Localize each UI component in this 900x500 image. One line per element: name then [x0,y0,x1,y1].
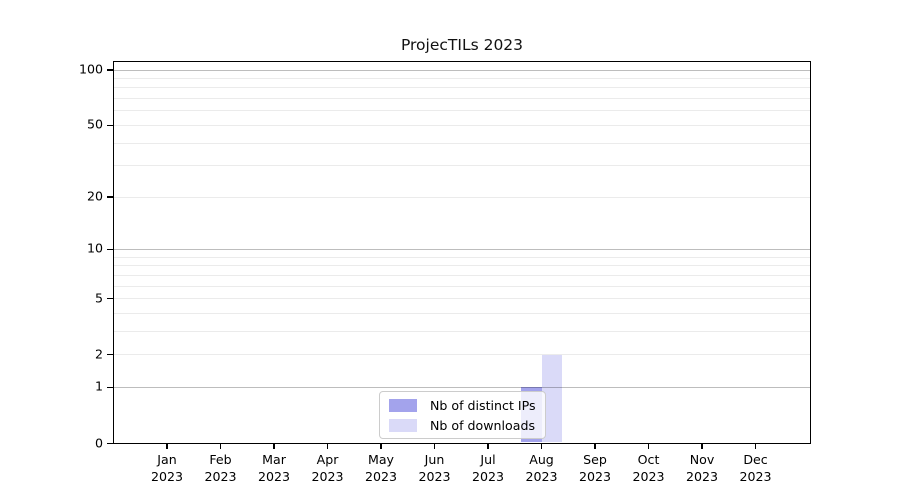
x-tick-label: Jun 2023 [418,452,451,484]
legend-swatch-downloads [389,418,417,432]
x-tick-mark [433,443,436,449]
x-tick-label: Nov 2023 [685,452,719,484]
x-tick-label: May 2023 [364,452,398,484]
x-tick-label: Dec 2023 [739,452,772,484]
y-tick-mark [107,386,113,389]
y-tick-label: 5 [94,290,103,306]
y-tick-mark [107,124,113,127]
y-gridline-minor [114,110,810,112]
x-tick-mark [219,443,222,449]
y-gridline-minor [114,124,810,126]
x-tick-mark [701,443,703,449]
x-tick-mark [754,443,757,449]
y-tick-label: 10 [86,241,103,257]
x-tick-label: Sep 2023 [578,452,612,484]
y-tick-label: 100 [78,61,103,77]
y-gridline-minor [114,354,810,356]
y-gridline-major [114,386,810,388]
legend-label-distinct-ips: Nb of distinct IPs [430,397,536,413]
y-tick-mark [107,69,113,71]
y-tick-mark [107,248,113,251]
y-gridline-minor [114,98,810,100]
y-tick-label: 1 [94,379,103,395]
y-gridline-minor [114,285,810,287]
y-gridline-minor [114,298,810,300]
x-tick-mark [166,443,168,449]
y-tick-label: 20 [86,188,103,204]
legend-item-distinct-ips: Nb of distinct IPs [389,396,536,414]
x-tick-mark [380,443,382,449]
y-gridline-minor [114,78,810,80]
y-gridline-major [114,248,810,250]
y-tick-mark [107,196,113,198]
x-tick-label: Oct 2023 [632,452,665,484]
y-gridline-minor [114,256,810,258]
x-tick-mark [487,443,489,449]
y-tick-mark [107,442,113,445]
x-tick-label: Jul 2023 [471,452,505,484]
legend-swatch-distinct-ips [389,398,417,412]
y-gridline-minor [114,312,810,314]
x-tick-label: Apr 2023 [311,452,344,484]
y-gridline-minor [114,196,810,198]
legend-label-downloads: Nb of downloads [430,417,536,433]
x-tick-label: Aug 2023 [525,452,558,484]
y-gridline-major [114,69,810,71]
x-tick-label: Jan 2023 [150,452,184,484]
x-tick-mark [326,443,329,449]
x-tick-mark [273,443,275,449]
legend-item-downloads: Nb of downloads [389,416,536,434]
bar-nb-of-downloads [541,354,562,443]
y-tick-label: 0 [94,435,103,451]
x-tick-mark [594,443,596,449]
y-gridline-minor [114,265,810,267]
y-tick-mark [107,297,113,300]
y-gridline-minor [114,274,810,276]
y-gridline-minor [114,142,810,144]
x-tick-mark [540,443,543,449]
legend: Nb of distinct IPs Nb of downloads [379,391,546,439]
y-tick-label: 50 [86,117,103,133]
y-gridline-minor [114,87,810,89]
x-tick-label: Mar 2023 [257,452,291,484]
y-tick-mark [107,353,113,356]
y-tick-label: 2 [94,346,103,362]
chart-title: ProjecTILs 2023 [400,36,524,54]
x-tick-mark [647,443,650,449]
y-gridline-minor [114,165,810,167]
y-gridline-minor [114,330,810,332]
x-tick-label: Feb 2023 [204,452,237,484]
